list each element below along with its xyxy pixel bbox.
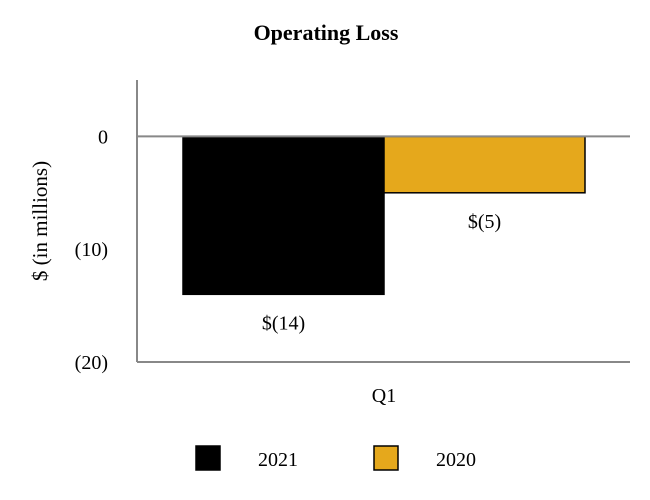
legend-swatch-2021 — [195, 445, 221, 471]
x-category-label: Q1 — [372, 385, 396, 407]
y-tick-label: 0 — [98, 126, 108, 148]
plot-area: $(14) $(5) 0 (10) (20) Q1 — [75, 80, 630, 407]
legend-label-2021: 2021 — [258, 449, 298, 471]
data-label-2020: $(5) — [468, 211, 501, 233]
chart-title: Operating Loss — [254, 20, 399, 45]
legend: 2021 2020 — [195, 445, 476, 471]
y-tick-label: (10) — [75, 239, 108, 261]
y-axis-label: $ (in millions) — [28, 161, 52, 281]
bar-2021 — [182, 135, 385, 296]
legend-label-2020: 2020 — [436, 449, 476, 471]
data-label-2021: $(14) — [262, 312, 305, 334]
legend-swatch-2020 — [373, 445, 399, 471]
bar-2020 — [383, 135, 586, 194]
y-tick-label: (20) — [75, 352, 108, 374]
